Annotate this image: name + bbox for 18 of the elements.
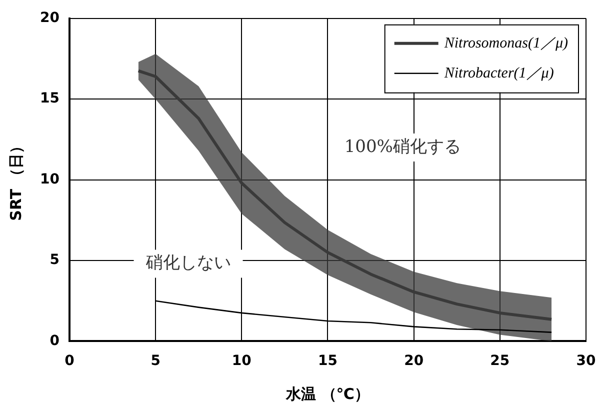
y-tick-label: 0 <box>50 332 60 349</box>
y-tick-label: 5 <box>50 252 60 268</box>
annotation: 100%硝化する <box>344 136 461 157</box>
y-tick-label: 20 <box>40 10 60 26</box>
x-tick-label: 20 <box>404 353 424 370</box>
x-tick-label: 25 <box>490 353 510 370</box>
y-axis-title: SRT （日） <box>6 138 25 221</box>
y-tick-label: 15 <box>40 90 60 107</box>
y-tick-label: 10 <box>40 171 60 188</box>
x-tick-label: 5 <box>150 353 160 370</box>
x-tick-label: 10 <box>232 353 252 370</box>
x-axis-title: 水温 （℃） <box>285 384 370 403</box>
annotation: 硝化しない <box>144 253 231 274</box>
x-tick-label: 15 <box>318 353 338 370</box>
x-tick-label: 0 <box>64 353 75 370</box>
x-tick-label: 30 <box>576 353 596 370</box>
legend-label: Nitrosomonas(1／μ) <box>443 35 568 52</box>
legend-label: Nitrobacter(1／μ) <box>443 65 554 82</box>
